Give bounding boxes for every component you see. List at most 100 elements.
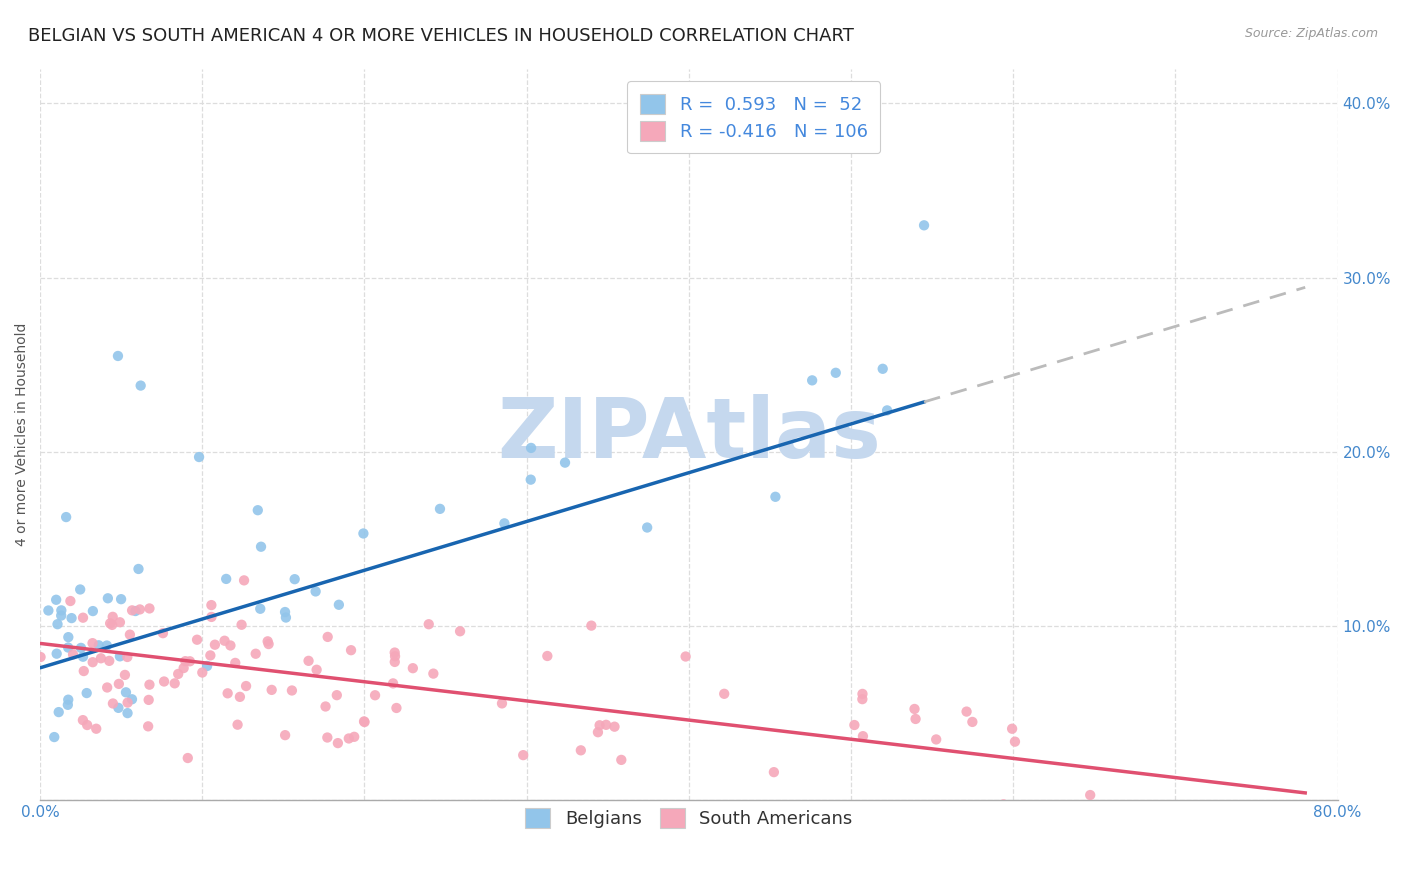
Point [233,574,256,588]
Point [519,473,541,487]
Point [281,683,304,698]
Point [512,748,534,763]
Point [138,678,160,692]
Point [494,516,516,531]
Point [30,650,52,665]
Point [76,686,98,700]
Point [128,602,150,616]
Point [101,618,124,632]
Point [214,633,236,648]
Point [1001,722,1024,736]
Point [136,719,159,733]
Text: Source: ZipAtlas.com: Source: ZipAtlas.com [1244,27,1378,40]
Point [224,656,246,670]
Point [58,692,80,706]
Point [153,674,176,689]
Point [107,349,129,363]
Point [127,562,149,576]
Point [59,594,82,608]
Point [204,638,226,652]
Y-axis label: 4 or more Vehicles in Household: 4 or more Vehicles in Household [15,323,30,546]
Point [73,664,96,678]
Point [163,676,186,690]
Point [260,682,283,697]
Point [138,601,160,615]
Point [801,373,824,387]
Point [245,647,267,661]
Point [188,450,211,464]
Point [98,616,121,631]
Point [87,638,110,652]
Point [449,624,471,639]
Point [851,687,873,701]
Point [45,592,67,607]
Point [713,687,735,701]
Point [107,701,129,715]
Point [124,604,146,618]
Point [115,685,138,699]
Point [297,654,319,668]
Point [195,659,218,673]
Text: BELGIAN VS SOUTH AMERICAN 4 OR MORE VEHICLES IN HOUSEHOLD CORRELATION CHART: BELGIAN VS SOUTH AMERICAN 4 OR MORE VEHI… [28,27,853,45]
Point [904,712,927,726]
Point [200,610,222,624]
Point [96,681,118,695]
Point [384,655,406,669]
Point [340,643,363,657]
Point [256,634,278,648]
Point [554,456,576,470]
Point [343,730,366,744]
Point [174,654,197,668]
Point [219,639,242,653]
Point [226,717,249,731]
Point [326,736,349,750]
Point [491,697,513,711]
Point [851,692,873,706]
Point [610,753,633,767]
Point [97,591,120,606]
Point [246,503,269,517]
Point [217,686,239,700]
Point [925,732,948,747]
Point [304,584,326,599]
Point [581,618,603,632]
Point [852,729,875,743]
Point [257,637,280,651]
Point [762,765,785,780]
Point [429,501,451,516]
Point [117,706,139,720]
Point [588,718,610,732]
Point [138,693,160,707]
Point [110,592,132,607]
Point [603,720,626,734]
Point [82,604,104,618]
Point [364,688,387,702]
Point [84,722,107,736]
Point [352,526,374,541]
Point [90,651,112,665]
Point [993,797,1015,812]
Text: ZIPAtlas: ZIPAtlas [496,394,880,475]
Point [179,654,201,668]
Point [37,603,59,617]
Point [152,626,174,640]
Point [56,698,79,712]
Point [117,696,139,710]
Point [316,731,339,745]
Point [108,615,131,630]
Point [305,663,328,677]
Point [121,692,143,706]
Point [316,630,339,644]
Point [98,654,121,668]
Point [636,520,658,534]
Point [536,648,558,663]
Point [675,649,697,664]
Point [422,666,444,681]
Point [60,611,83,625]
Point [955,705,977,719]
Point [191,665,214,680]
Point [844,718,866,732]
Point [328,598,350,612]
Point [58,630,80,644]
Point [912,219,935,233]
